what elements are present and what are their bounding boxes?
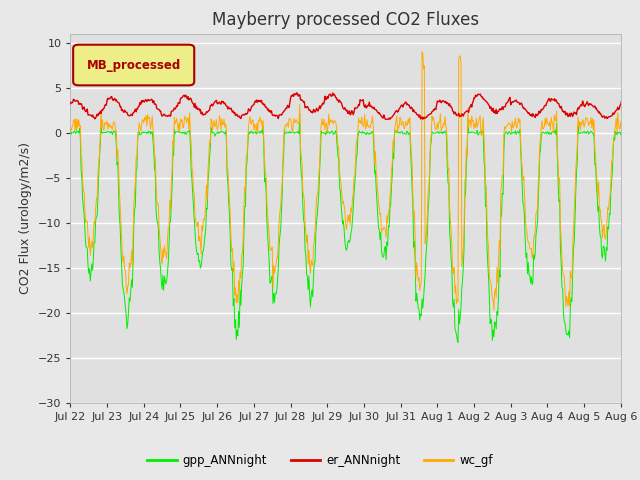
er_ANNnight <box>293 90 301 96</box>
wc_gf <box>610 134 618 140</box>
wc_gf <box>418 49 426 55</box>
gpp_ANNnight <box>498 212 506 217</box>
Line: er_ANNnight: er_ANNnight <box>70 93 639 119</box>
gpp_ANNnight <box>296 111 303 117</box>
wc_gf <box>636 275 640 280</box>
er_ANNnight <box>591 103 598 109</box>
Line: gpp_ANNnight: gpp_ANNnight <box>70 114 639 342</box>
gpp_ANNnight <box>355 131 362 136</box>
er_ANNnight <box>190 105 198 110</box>
wc_gf <box>354 129 362 134</box>
er_ANNnight <box>67 101 74 107</box>
Y-axis label: CO2 Flux (urology/m2/s): CO2 Flux (urology/m2/s) <box>19 143 32 294</box>
Title: Mayberry processed CO2 Fluxes: Mayberry processed CO2 Fluxes <box>212 11 479 29</box>
gpp_ANNnight <box>591 162 598 168</box>
wc_gf <box>67 125 74 131</box>
wc_gf <box>490 307 498 313</box>
er_ANNnight <box>239 111 247 117</box>
Text: MB_processed: MB_processed <box>86 59 181 72</box>
gpp_ANNnight <box>239 264 247 269</box>
wc_gf <box>239 236 247 242</box>
gpp_ANNnight <box>636 309 640 315</box>
wc_gf <box>498 183 506 189</box>
wc_gf <box>190 190 198 196</box>
er_ANNnight <box>610 111 618 117</box>
er_ANNnight <box>636 109 640 115</box>
Line: wc_gf: wc_gf <box>70 52 639 310</box>
wc_gf <box>591 145 598 151</box>
gpp_ANNnight <box>454 339 462 345</box>
FancyBboxPatch shape <box>73 45 195 85</box>
Legend: gpp_ANNnight, er_ANNnight, wc_gf: gpp_ANNnight, er_ANNnight, wc_gf <box>143 449 497 472</box>
gpp_ANNnight <box>610 134 618 140</box>
gpp_ANNnight <box>67 127 74 133</box>
er_ANNnight <box>498 106 506 112</box>
er_ANNnight <box>381 116 389 122</box>
er_ANNnight <box>355 102 362 108</box>
gpp_ANNnight <box>190 218 198 224</box>
